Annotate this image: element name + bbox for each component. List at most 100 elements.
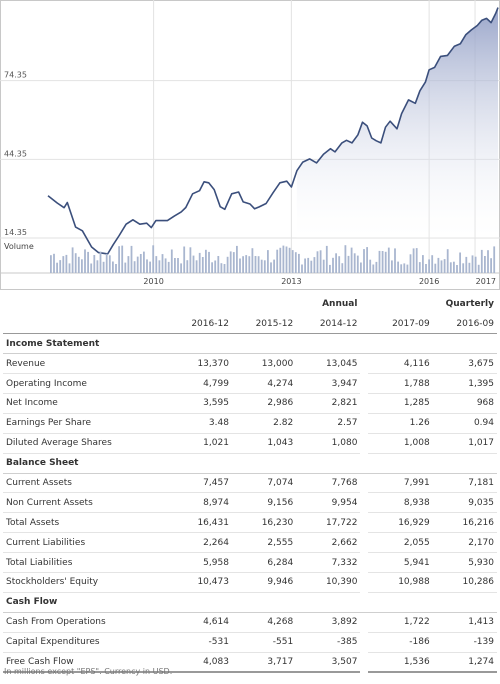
annual-value: 4,083 <box>167 652 232 673</box>
volume-bar <box>282 245 285 273</box>
quarterly-value: 1,017 <box>432 433 497 454</box>
annual-value: 6,284 <box>231 552 297 573</box>
volume-bar <box>304 258 306 273</box>
volume-bar <box>112 261 114 273</box>
volume-bar <box>335 253 337 273</box>
volume-bar <box>313 257 316 273</box>
period-header: 2014-12 <box>296 313 361 335</box>
volume-bar <box>316 251 319 273</box>
gap-cell <box>360 294 368 314</box>
volume-bar <box>273 259 275 273</box>
row-label: Current Liabilities <box>3 532 168 554</box>
volume-bar <box>245 255 248 273</box>
volume-bar <box>425 264 427 273</box>
volume-bar <box>366 247 368 273</box>
row-label: Earnings Per Share <box>3 413 168 434</box>
annual-value: 8,974 <box>167 492 232 514</box>
volume-bar <box>276 249 279 273</box>
gap-cell <box>360 374 368 394</box>
annual-value: -551 <box>231 632 297 653</box>
volume-bar <box>68 263 71 273</box>
quarterly-value: 1,536 <box>368 652 433 673</box>
gap-cell <box>360 612 368 632</box>
volume-bar <box>62 256 65 273</box>
volume-bar <box>403 263 406 273</box>
volume-bar <box>369 259 372 273</box>
volume-bar <box>350 247 353 273</box>
volume-bar <box>443 259 446 273</box>
annual-value: 10,473 <box>167 572 232 593</box>
volume-bar <box>226 256 229 273</box>
row-label: Operating Income <box>3 373 168 394</box>
volume-bar <box>493 246 496 273</box>
quarterly-value: 2,055 <box>368 532 433 554</box>
section-header-row: Income Statement <box>3 333 497 355</box>
volume-bar <box>480 249 483 273</box>
x-tick-label: 2013 <box>281 277 301 286</box>
annual-value: 9,946 <box>231 572 297 593</box>
volume-bar <box>391 260 393 273</box>
volume-label: Volume <box>4 242 34 251</box>
blank-cell <box>3 294 168 314</box>
quarterly-value: 0.94 <box>432 413 497 434</box>
quarterly-value: 1,413 <box>432 612 497 633</box>
gap-cell <box>360 413 368 433</box>
section-title: Cash Flow <box>3 592 497 613</box>
table-row: Revenue 13,370 13,000 13,045 4,116 3,675 <box>3 353 497 375</box>
volume-bar <box>487 250 489 273</box>
volume-bar <box>93 255 96 273</box>
volume-bar <box>468 262 471 273</box>
volume-bar <box>288 247 291 273</box>
annual-value: 10,390 <box>296 572 361 593</box>
table-row: Current Liabilities 2,264 2,555 2,662 2,055 2… <box>3 532 497 554</box>
volume-bar <box>149 261 151 273</box>
annual-value: 7,457 <box>167 473 232 494</box>
quarterly-value: 16,216 <box>432 512 497 534</box>
volume-bar <box>378 250 381 273</box>
financials-table: Annual Quarterly 2016-12 2015-12 2014-12 2017… <box>3 294 497 673</box>
volume-bar <box>372 264 375 273</box>
footnote: In millions except "EPS". Currency in US… <box>4 667 173 676</box>
volume-bar <box>440 260 443 273</box>
group-header-row: Annual Quarterly <box>3 294 497 314</box>
table-row: Stockholders' Equity 10,473 9,946 10,390 10,… <box>3 572 497 593</box>
quarterly-value: 8,938 <box>368 492 433 514</box>
volume-bar <box>341 263 344 273</box>
row-label: Free Cash Flow <box>3 652 168 673</box>
volume-bar <box>254 256 257 273</box>
annual-value: 1,043 <box>231 433 297 454</box>
quarterly-value: 3,675 <box>432 353 497 375</box>
table-row: Earnings Per Share 3.48 2.82 2.57 1.26 0.94 <box>3 413 497 434</box>
period-header-row: 2016-12 2015-12 2014-12 2017-09 2016-09 <box>3 313 497 335</box>
volume-bar <box>356 255 359 273</box>
gap-cell <box>360 513 368 533</box>
gap-cell <box>360 572 368 592</box>
volume-bar <box>177 258 179 273</box>
volume-bar <box>90 263 93 273</box>
volume-bar <box>353 253 356 273</box>
blank-cell <box>3 313 168 335</box>
section-title: Income Statement <box>3 333 497 355</box>
volume-bar <box>409 254 412 273</box>
volume-bar <box>329 264 331 273</box>
quarterly-value: 968 <box>432 393 497 414</box>
volume-bar <box>211 262 213 273</box>
quarterly-value: 7,991 <box>368 473 433 494</box>
annual-value: 9,954 <box>296 492 361 514</box>
volume-bar <box>146 259 148 273</box>
quarterly-value: 7,181 <box>432 473 497 494</box>
x-tick-label: 2010 <box>143 277 163 286</box>
volume-bar <box>170 249 173 273</box>
volume-bar <box>484 256 486 273</box>
volume-bar <box>84 249 86 273</box>
annual-value: 9,156 <box>231 492 297 514</box>
section-header-row: Cash Flow <box>3 592 497 613</box>
volume-bar <box>71 247 74 273</box>
section-header-row: Balance Sheet <box>3 453 497 474</box>
annual-value: 4,799 <box>167 373 232 394</box>
annual-value: 7,074 <box>231 473 297 494</box>
volume-bar <box>217 256 220 273</box>
row-label: Current Assets <box>3 473 168 494</box>
annual-value: 4,268 <box>231 612 297 633</box>
volume-bar <box>239 258 241 273</box>
